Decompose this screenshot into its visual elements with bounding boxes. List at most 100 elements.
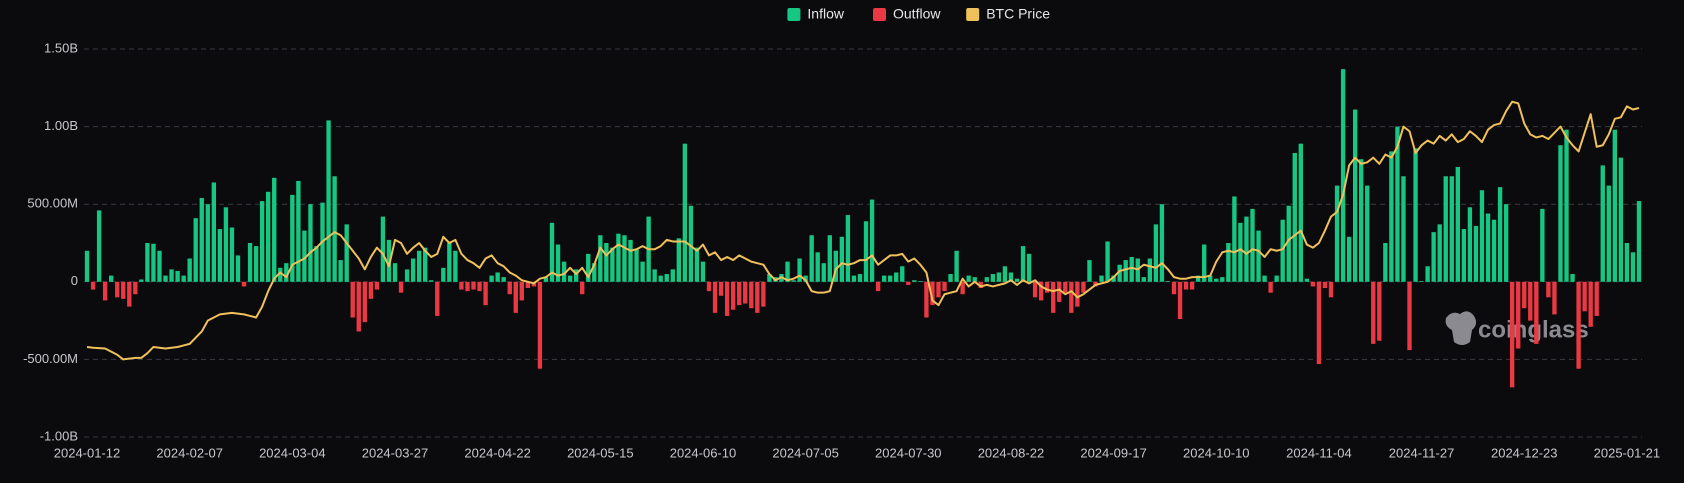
bar bbox=[785, 261, 790, 282]
legend-item[interactable]: Inflow bbox=[787, 6, 845, 22]
bar bbox=[1220, 277, 1225, 282]
bar bbox=[447, 243, 452, 282]
bar bbox=[972, 277, 977, 282]
bar bbox=[924, 281, 929, 318]
legend-item[interactable]: Outflow bbox=[873, 6, 941, 22]
bar bbox=[326, 120, 331, 282]
bar bbox=[1395, 126, 1400, 282]
bar bbox=[1214, 278, 1219, 282]
bar bbox=[1038, 281, 1044, 301]
bar bbox=[513, 281, 518, 313]
y-tick-label: -500.00M bbox=[23, 351, 78, 366]
watermark: coinglass bbox=[1445, 311, 1589, 345]
bar bbox=[809, 235, 814, 282]
x-tick-label: 2024-11-04 bbox=[1286, 445, 1352, 460]
legend: Inflow Outflow BTC Price bbox=[787, 6, 1050, 22]
bar bbox=[1226, 243, 1231, 282]
bar bbox=[1431, 232, 1436, 282]
bar bbox=[1147, 258, 1153, 282]
bar bbox=[441, 267, 446, 282]
bar bbox=[1032, 281, 1038, 298]
bar bbox=[410, 258, 416, 282]
bar bbox=[471, 281, 476, 290]
bar bbox=[863, 221, 869, 282]
bar bbox=[634, 249, 639, 282]
bar bbox=[797, 258, 802, 282]
bar bbox=[332, 176, 337, 282]
bar bbox=[1419, 281, 1424, 282]
bar bbox=[543, 277, 549, 282]
watermark-icon bbox=[1445, 311, 1477, 345]
bar bbox=[743, 281, 748, 304]
bar bbox=[211, 182, 217, 282]
x-tick-label: 2024-06-10 bbox=[670, 445, 737, 460]
bar bbox=[302, 230, 307, 282]
bar bbox=[1546, 281, 1551, 298]
bar bbox=[181, 275, 186, 282]
bar bbox=[700, 261, 706, 282]
bar bbox=[815, 252, 820, 282]
bar bbox=[1612, 129, 1617, 282]
x-tick-label: 2024-07-05 bbox=[772, 445, 839, 460]
bar bbox=[1208, 275, 1213, 282]
bar bbox=[296, 180, 301, 282]
bar bbox=[308, 204, 313, 282]
watermark-text: coinglass bbox=[1478, 316, 1589, 343]
legend-item[interactable]: BTC Price bbox=[966, 6, 1050, 22]
bar bbox=[223, 207, 229, 282]
bar bbox=[1195, 275, 1201, 282]
bar bbox=[241, 281, 247, 287]
bar bbox=[1081, 281, 1086, 293]
bar bbox=[1467, 207, 1473, 282]
bar bbox=[1630, 252, 1636, 282]
bar bbox=[362, 281, 367, 323]
bar bbox=[1582, 281, 1587, 312]
bar bbox=[145, 243, 150, 282]
bar bbox=[199, 197, 204, 282]
bar bbox=[1449, 176, 1454, 282]
bar bbox=[404, 269, 410, 282]
bar bbox=[1576, 281, 1581, 369]
x-tick-label: 2024-07-30 bbox=[875, 445, 942, 460]
bar bbox=[495, 272, 500, 282]
bar bbox=[1401, 176, 1406, 282]
bar bbox=[1159, 204, 1165, 282]
bar bbox=[187, 258, 192, 282]
bar bbox=[477, 281, 482, 292]
bar bbox=[1238, 222, 1243, 282]
bar bbox=[1552, 281, 1557, 315]
bar bbox=[453, 250, 458, 282]
bar bbox=[1316, 281, 1322, 365]
bar bbox=[1588, 281, 1593, 327]
bar bbox=[1280, 219, 1285, 282]
bar bbox=[1407, 281, 1412, 351]
bar bbox=[1334, 185, 1340, 282]
bar bbox=[1389, 151, 1394, 282]
bar bbox=[1099, 275, 1104, 282]
bar bbox=[205, 204, 210, 282]
bar bbox=[821, 263, 826, 282]
bar bbox=[990, 274, 996, 282]
bar bbox=[996, 272, 1002, 282]
bar bbox=[1534, 281, 1539, 344]
bar bbox=[163, 275, 168, 282]
bar bbox=[501, 277, 506, 282]
bar bbox=[1383, 243, 1388, 282]
bar bbox=[266, 191, 271, 282]
legend-label: Outflow bbox=[893, 6, 941, 22]
bar bbox=[1177, 281, 1183, 320]
bar bbox=[247, 243, 253, 282]
bar bbox=[658, 275, 663, 282]
price-line bbox=[86, 100, 1640, 361]
bar bbox=[664, 274, 669, 282]
bar bbox=[416, 250, 422, 282]
bar bbox=[1171, 281, 1177, 295]
bar bbox=[1202, 244, 1207, 282]
bar bbox=[712, 281, 718, 313]
legend-label: Inflow bbox=[807, 6, 844, 22]
bar bbox=[1057, 281, 1062, 302]
bar bbox=[1129, 256, 1134, 282]
bar bbox=[1298, 143, 1303, 282]
bar bbox=[519, 281, 524, 301]
bar bbox=[1485, 213, 1491, 282]
